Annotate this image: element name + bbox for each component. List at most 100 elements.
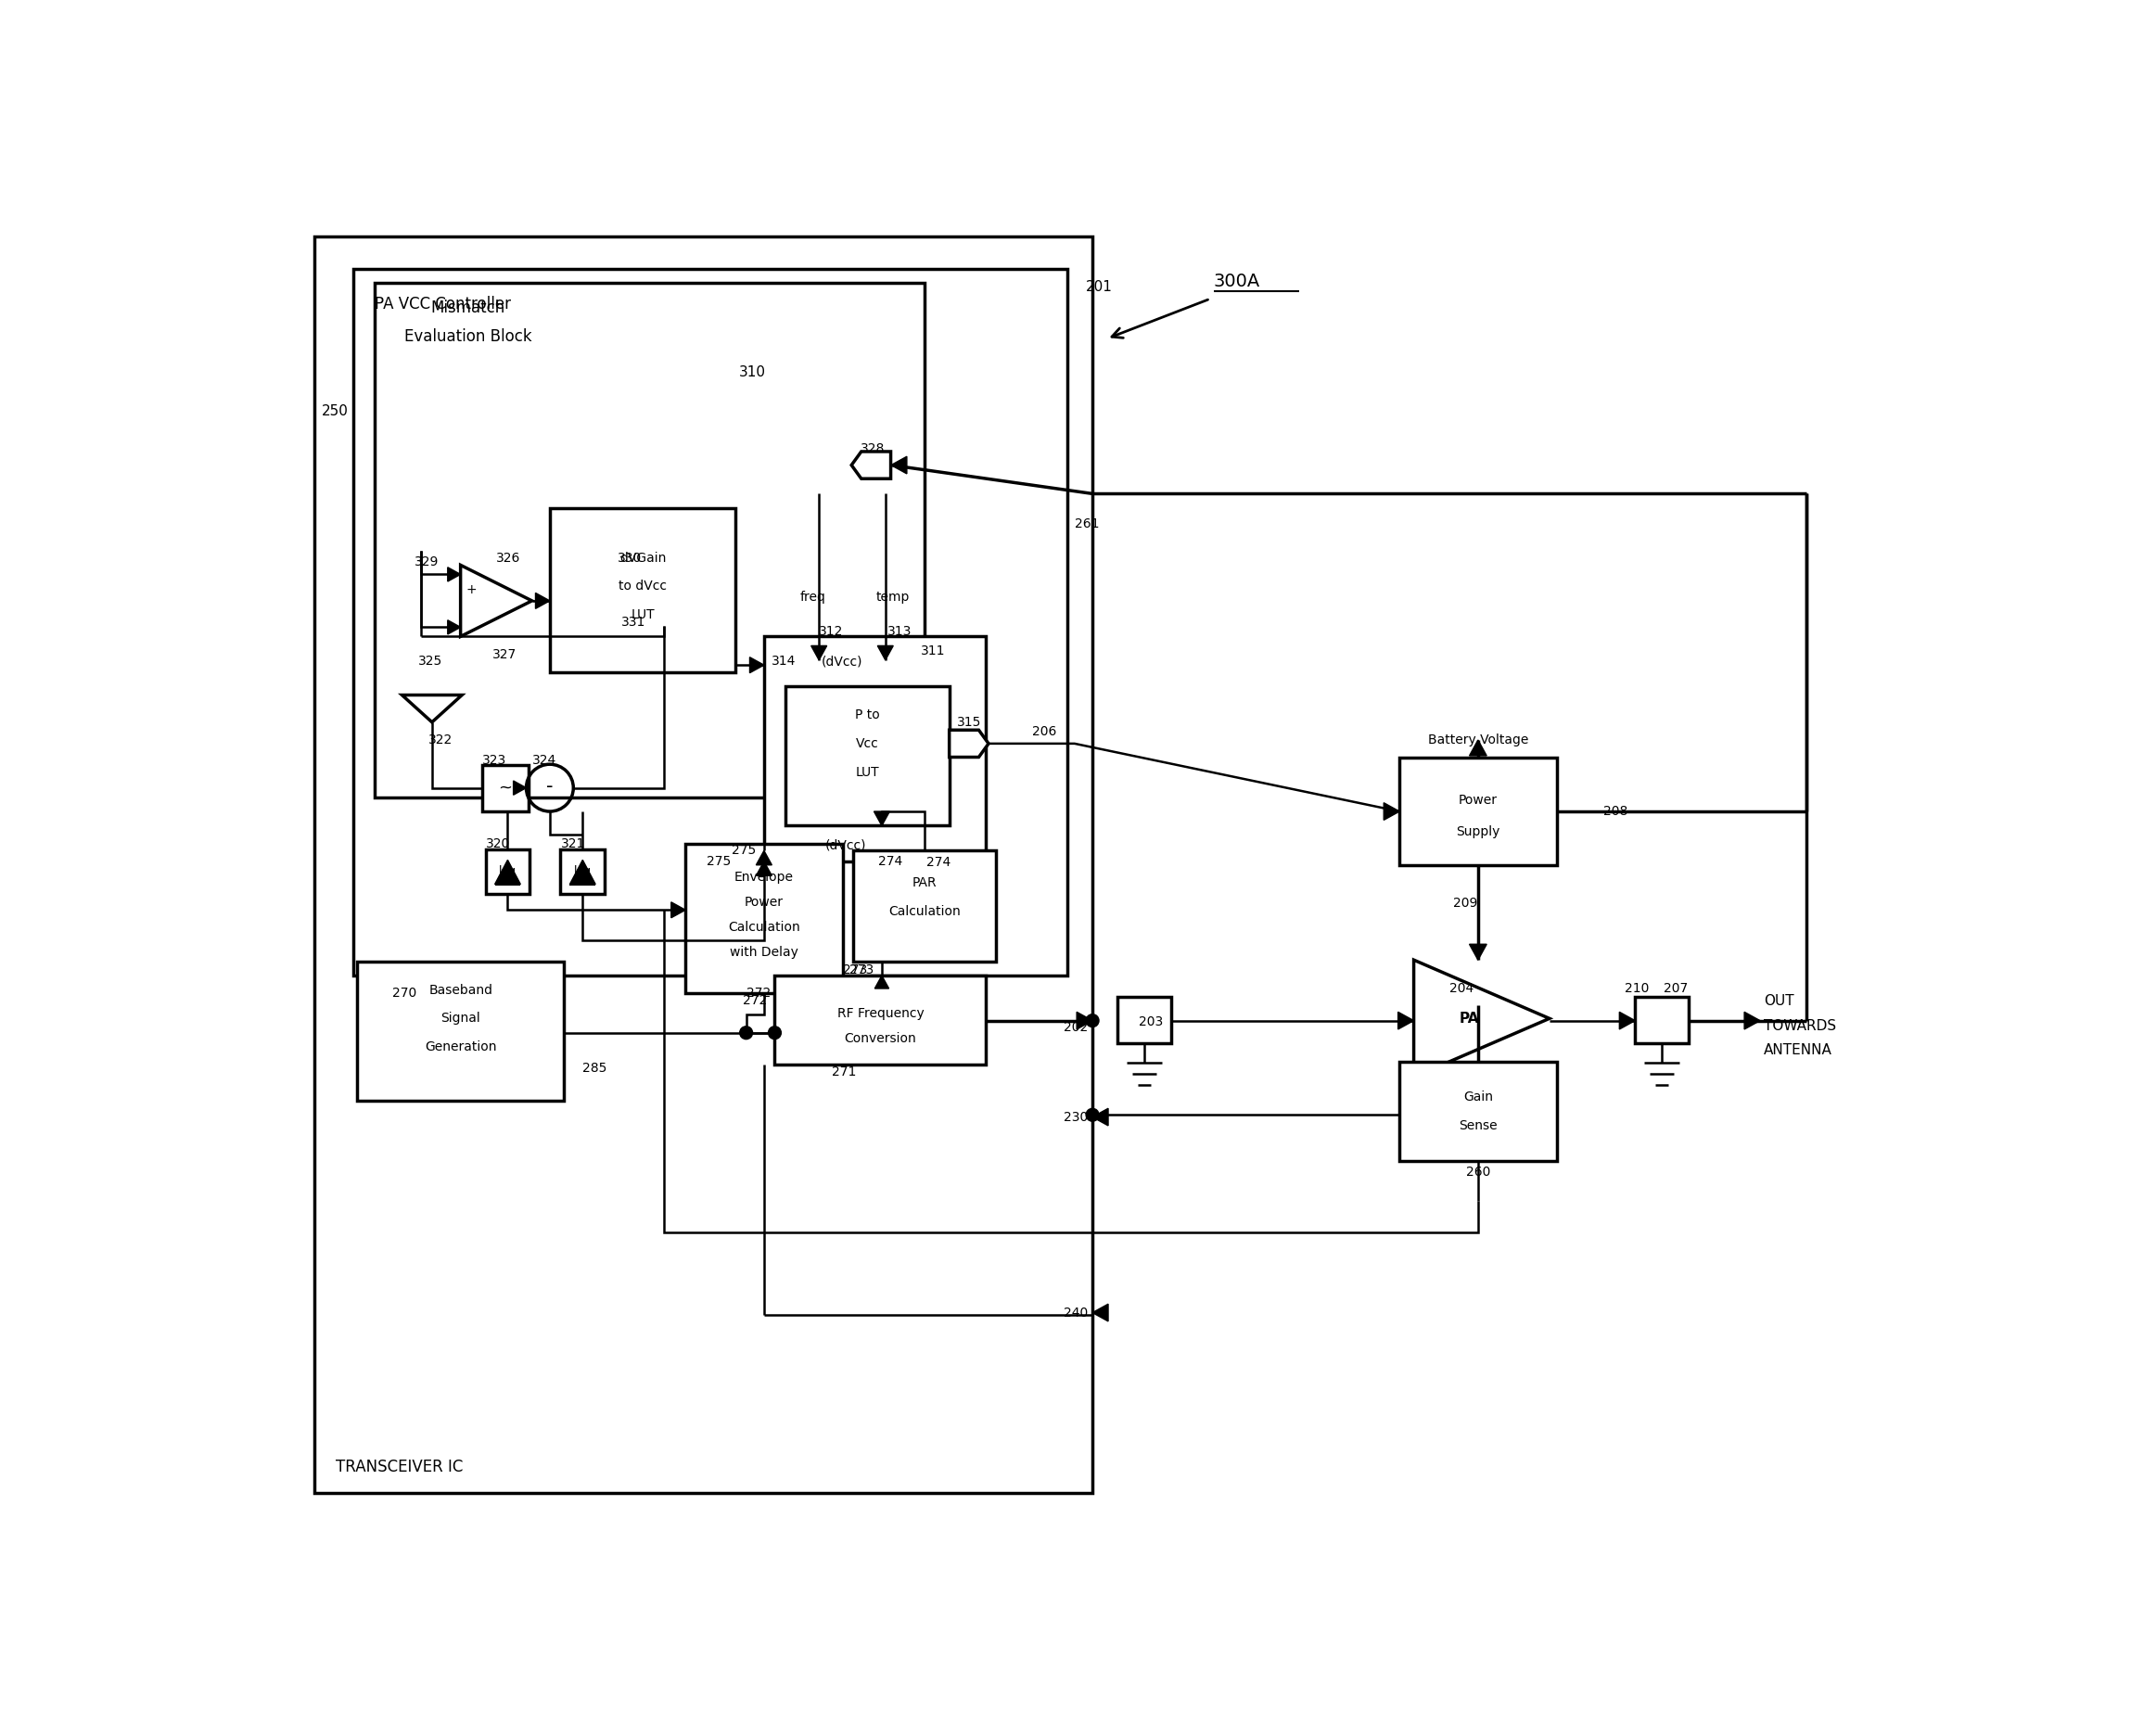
- Text: 250: 250: [321, 405, 347, 418]
- Text: +: +: [466, 584, 476, 596]
- Text: 273: 273: [849, 963, 873, 976]
- Text: 323: 323: [483, 754, 507, 766]
- Text: 285: 285: [582, 1062, 606, 1075]
- Text: 202: 202: [1063, 1021, 1089, 1033]
- Bar: [785, 687, 949, 825]
- Text: Conversion: Conversion: [845, 1031, 916, 1045]
- Text: Calculation: Calculation: [729, 921, 800, 933]
- Polygon shape: [1470, 740, 1488, 756]
- Text: 325: 325: [418, 654, 442, 668]
- Polygon shape: [1397, 1013, 1414, 1030]
- Text: LUT: LUT: [632, 608, 655, 622]
- Text: Gain: Gain: [1464, 1090, 1492, 1104]
- Text: 273: 273: [843, 963, 867, 976]
- Text: 313: 313: [888, 625, 912, 637]
- Text: 204: 204: [1449, 982, 1475, 995]
- Text: 320: 320: [485, 837, 509, 851]
- Polygon shape: [1093, 1109, 1108, 1126]
- Text: Mismatch: Mismatch: [431, 300, 505, 317]
- Polygon shape: [461, 565, 533, 637]
- Text: 274: 274: [877, 854, 903, 868]
- Text: Sense: Sense: [1460, 1119, 1496, 1131]
- Bar: [483, 765, 528, 811]
- Text: TRANSCEIVER IC: TRANSCEIVER IC: [336, 1459, 464, 1476]
- Polygon shape: [1384, 802, 1399, 820]
- Bar: [358, 961, 565, 1100]
- Text: 240: 240: [1063, 1307, 1089, 1319]
- Bar: [354, 269, 1067, 976]
- Text: 300A: 300A: [1214, 272, 1261, 291]
- Polygon shape: [448, 620, 461, 634]
- Polygon shape: [671, 902, 686, 918]
- Polygon shape: [949, 730, 990, 758]
- Text: 315: 315: [957, 716, 981, 728]
- Bar: [1399, 1061, 1557, 1161]
- Text: Calculation: Calculation: [888, 904, 962, 918]
- Polygon shape: [750, 658, 763, 673]
- Text: (dVcc): (dVcc): [821, 654, 862, 668]
- Polygon shape: [535, 592, 550, 608]
- Polygon shape: [877, 646, 893, 660]
- Text: temp: temp: [875, 591, 910, 604]
- Bar: [774, 976, 985, 1064]
- Text: Power: Power: [1460, 794, 1498, 808]
- Polygon shape: [757, 861, 772, 876]
- Bar: [1399, 758, 1557, 864]
- Text: PA VCC Controller: PA VCC Controller: [375, 296, 511, 313]
- Text: 208: 208: [1604, 804, 1628, 818]
- Text: Supply: Supply: [1455, 825, 1501, 839]
- Polygon shape: [569, 859, 595, 885]
- Text: 271: 271: [832, 1066, 856, 1078]
- Text: 210: 210: [1623, 982, 1649, 995]
- Bar: [315, 236, 1093, 1493]
- Text: 321: 321: [561, 837, 584, 851]
- Circle shape: [1087, 1109, 1100, 1121]
- Polygon shape: [873, 811, 890, 825]
- Text: -: -: [545, 777, 554, 796]
- Bar: [763, 637, 985, 861]
- Text: P to: P to: [856, 708, 880, 722]
- Polygon shape: [890, 456, 908, 474]
- Text: 314: 314: [772, 654, 796, 668]
- Text: 328: 328: [860, 443, 884, 455]
- Bar: [854, 851, 996, 961]
- Text: 327: 327: [494, 647, 517, 661]
- Text: Signal: Signal: [440, 1013, 481, 1025]
- Polygon shape: [1414, 959, 1550, 1076]
- Text: 324: 324: [533, 754, 556, 766]
- Circle shape: [768, 1026, 780, 1038]
- Text: 275: 275: [707, 854, 731, 868]
- Text: Generation: Generation: [425, 1040, 496, 1054]
- Circle shape: [740, 1026, 752, 1038]
- Text: 326: 326: [496, 551, 522, 565]
- Polygon shape: [496, 859, 520, 885]
- Text: to dVcc: to dVcc: [619, 580, 666, 592]
- Text: with Delay: with Delay: [729, 945, 798, 959]
- Text: 203: 203: [1138, 1016, 1164, 1028]
- Text: Battery Voltage: Battery Voltage: [1427, 734, 1529, 747]
- Text: 330: 330: [617, 551, 642, 565]
- Text: 312: 312: [819, 625, 843, 637]
- Text: RF Frequency: RF Frequency: [837, 1007, 925, 1019]
- Text: Vcc: Vcc: [856, 737, 880, 751]
- Text: PA: PA: [1460, 1011, 1479, 1025]
- Text: 322: 322: [429, 734, 453, 747]
- Text: Evaluation Block: Evaluation Block: [403, 329, 533, 344]
- Bar: [485, 849, 530, 894]
- Text: 311: 311: [921, 644, 946, 658]
- Bar: [1117, 997, 1171, 1044]
- Text: 272: 272: [742, 994, 768, 1007]
- Text: 310: 310: [740, 365, 765, 379]
- Polygon shape: [1619, 1013, 1634, 1030]
- Text: 207: 207: [1664, 982, 1688, 995]
- Text: ~: ~: [498, 780, 513, 796]
- Polygon shape: [1076, 1013, 1093, 1030]
- Text: 275: 275: [731, 844, 757, 858]
- Text: 274: 274: [927, 856, 951, 870]
- Text: 230: 230: [1063, 1111, 1089, 1123]
- Circle shape: [1087, 1014, 1100, 1026]
- Text: 261: 261: [1074, 518, 1100, 530]
- Polygon shape: [1470, 944, 1488, 959]
- Text: ANTENNA: ANTENNA: [1764, 1044, 1833, 1057]
- Polygon shape: [448, 567, 461, 582]
